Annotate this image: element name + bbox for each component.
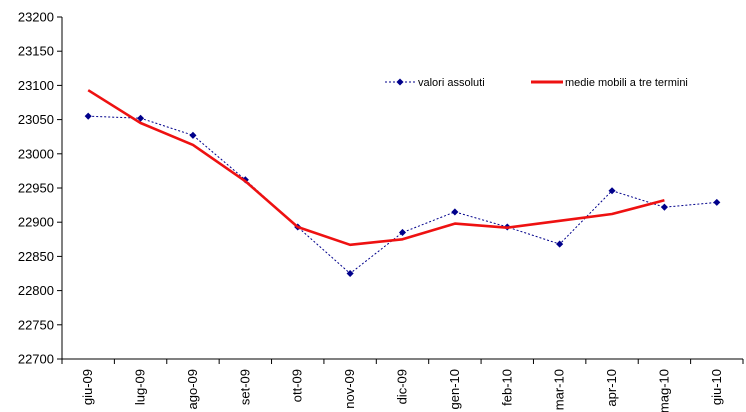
x-tick-label: ago-09	[185, 369, 200, 409]
x-tick-label: feb-10	[499, 369, 514, 406]
legend-marker-valori-assoluti	[396, 78, 404, 86]
y-axis-ticks: 22700 22750 22800 22850 22900 22950 23000 23050…	[18, 10, 62, 367]
y-tick-label: 22800	[18, 283, 54, 298]
data-point	[608, 187, 616, 195]
x-tick-label: mag-10	[656, 369, 671, 412]
x-tick-label: set-09	[237, 369, 252, 405]
x-tick-label: nov-09	[342, 369, 357, 409]
y-tick-label: 22750	[18, 317, 54, 332]
y-tick-label: 23150	[18, 44, 54, 59]
data-point	[84, 112, 92, 120]
axes	[61, 17, 743, 360]
x-tick-label: dic-09	[395, 369, 410, 404]
x-tick-label: apr-10	[604, 369, 619, 407]
data-point	[713, 198, 721, 206]
y-tick-label: 22950	[18, 181, 54, 196]
legend: valori assoluti medie mobili a tre termi…	[385, 77, 688, 89]
data-point	[137, 114, 145, 122]
series-layer	[84, 89, 721, 278]
legend-label-medie-mobili: medie mobili a tre termini	[565, 77, 688, 89]
legend-label-valori-assoluti: valori assoluti	[418, 77, 485, 89]
data-point	[660, 203, 668, 211]
y-tick-label: 23000	[18, 146, 54, 161]
x-tick-label: giu-09	[80, 369, 95, 405]
series-line-medie-mobili-a-tre-termini	[87, 89, 665, 247]
data-point	[189, 131, 197, 139]
x-tick-label: lug-09	[133, 369, 148, 405]
x-tick-label: giu-10	[709, 369, 724, 405]
y-tick-label: 23200	[18, 10, 54, 25]
data-point	[556, 240, 564, 248]
x-axis-ticks: giu-09 lug-09 ago-09 set-09 ott-09 nov-09 dic-…	[61, 359, 744, 412]
x-tick-label: mar-10	[552, 369, 567, 410]
x-tick-label: ott-09	[290, 369, 305, 402]
y-tick-label: 23050	[18, 112, 54, 127]
data-point	[451, 208, 459, 216]
y-tick-label: 22850	[18, 249, 54, 264]
x-tick-label: gen-10	[447, 369, 462, 409]
y-tick-label: 22900	[18, 215, 54, 230]
y-tick-label: 22700	[18, 352, 54, 367]
data-point	[346, 269, 354, 278]
data-point	[398, 228, 407, 236]
y-tick-label: 23100	[18, 78, 54, 93]
